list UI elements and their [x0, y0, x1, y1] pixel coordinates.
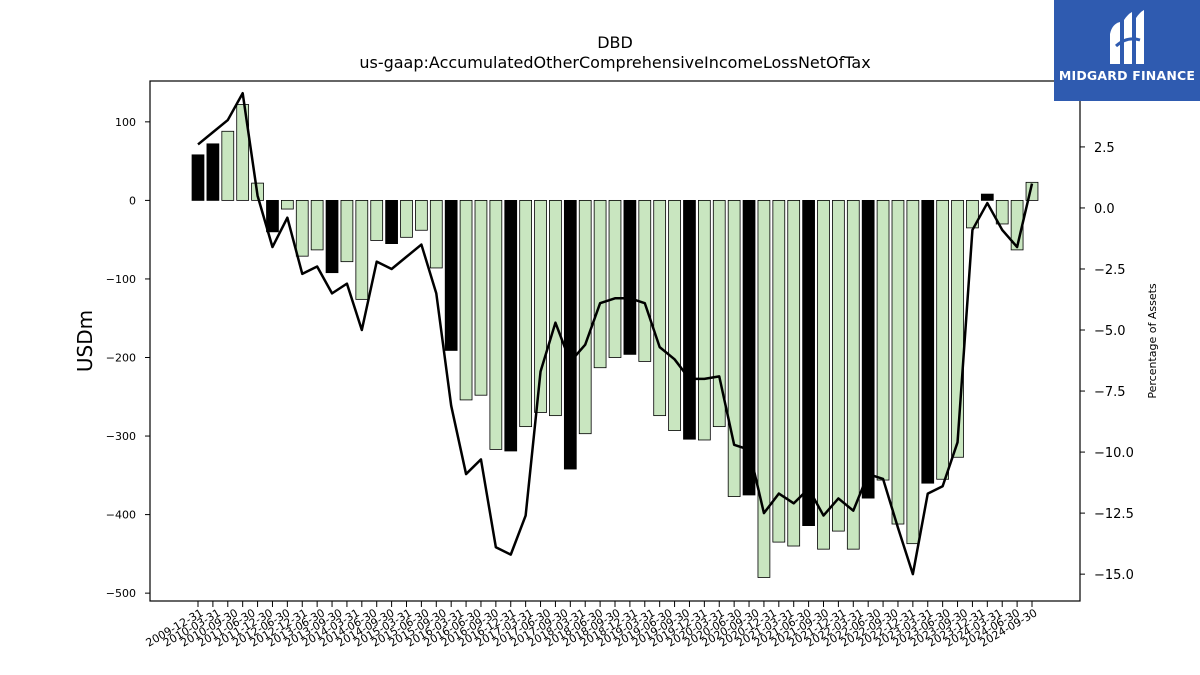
bar	[325, 199, 339, 274]
bar	[266, 199, 279, 233]
bar	[668, 199, 681, 431]
bar	[876, 199, 890, 481]
y-axis-right: 5.02.50.0−2.5−5.0−7.5−10.0−12.5−15.0	[1080, 80, 1134, 583]
bar	[787, 199, 801, 547]
bars-layer	[191, 104, 1039, 578]
bar	[593, 199, 607, 369]
bar	[712, 199, 726, 428]
bar	[742, 199, 756, 496]
y-tick-label: −400	[106, 509, 136, 522]
bar	[683, 199, 696, 440]
bar	[936, 199, 950, 480]
y2-tick-label: −2.5	[1094, 263, 1126, 278]
y-tick-label: −100	[106, 273, 136, 286]
y-tick-label: −300	[106, 430, 136, 443]
bar	[221, 130, 235, 201]
bar	[1025, 181, 1039, 201]
bar	[385, 199, 398, 244]
bar	[563, 199, 577, 470]
bar	[623, 199, 637, 355]
bar	[236, 104, 250, 201]
y-tick-label: −500	[106, 587, 136, 600]
bar	[549, 199, 562, 417]
bar	[906, 199, 920, 545]
y2-tick-label: −10.0	[1094, 446, 1134, 461]
bar	[489, 199, 503, 450]
y2-tick-label: −5.0	[1094, 324, 1126, 339]
bar	[280, 199, 294, 210]
y-tick-label: 100	[115, 116, 136, 129]
bar	[817, 199, 830, 550]
bar	[757, 199, 771, 578]
bar	[698, 199, 711, 441]
bar	[444, 199, 458, 351]
x-axis: 2009-12-312010-03-312010-09-302011-06-30…	[144, 601, 1040, 650]
y-tick-label: −200	[106, 351, 136, 364]
y2-axis-label: Percentage of Assets	[1146, 283, 1159, 399]
bar	[191, 154, 205, 201]
y-tick-label: 0	[129, 194, 136, 207]
bar	[832, 199, 845, 532]
bar	[474, 199, 488, 396]
bar	[310, 199, 324, 251]
bar	[995, 199, 1009, 225]
midgard-logo-icon	[1110, 10, 1144, 64]
y2-tick-label: 0.0	[1094, 202, 1115, 217]
brand-logo-text: MIDGARD FINANCE	[1058, 68, 1196, 83]
bar	[534, 199, 547, 413]
bar	[295, 199, 309, 257]
bar	[415, 199, 428, 231]
bar	[340, 199, 354, 263]
chart-subtitle: us-gaap:AccumulatedOtherComprehensiveInc…	[359, 53, 870, 72]
bar	[727, 199, 741, 497]
bar	[206, 143, 220, 201]
y2-tick-label: −12.5	[1094, 507, 1134, 522]
y2-tick-label: −7.5	[1094, 385, 1126, 400]
bar	[519, 199, 533, 428]
bar	[370, 199, 384, 241]
bar	[355, 199, 369, 300]
bar	[459, 199, 473, 401]
bar	[653, 199, 667, 417]
y-axis-left: 100 0 −100 −200 −300 −400 −500	[106, 116, 150, 600]
y-axis-label: USDm	[73, 310, 97, 372]
chart-title: DBD	[597, 33, 633, 52]
pct-of-assets-line	[197, 91, 1034, 576]
bar	[638, 199, 652, 362]
bar	[608, 199, 622, 358]
bar	[772, 199, 786, 543]
bar	[802, 199, 815, 527]
bar	[921, 199, 935, 484]
y2-tick-label: 2.5	[1094, 141, 1115, 156]
bar	[861, 199, 875, 499]
bar	[504, 199, 518, 452]
bar	[578, 199, 592, 435]
pct-line-layer	[197, 91, 1034, 576]
bar	[951, 199, 964, 458]
bar	[429, 199, 443, 269]
brand-logo: MIDGARD FINANCE	[1054, 0, 1200, 101]
bar	[891, 199, 905, 525]
bar	[846, 199, 860, 550]
y2-tick-label: −15.0	[1094, 568, 1134, 583]
bar	[980, 193, 994, 201]
bar	[400, 199, 413, 238]
